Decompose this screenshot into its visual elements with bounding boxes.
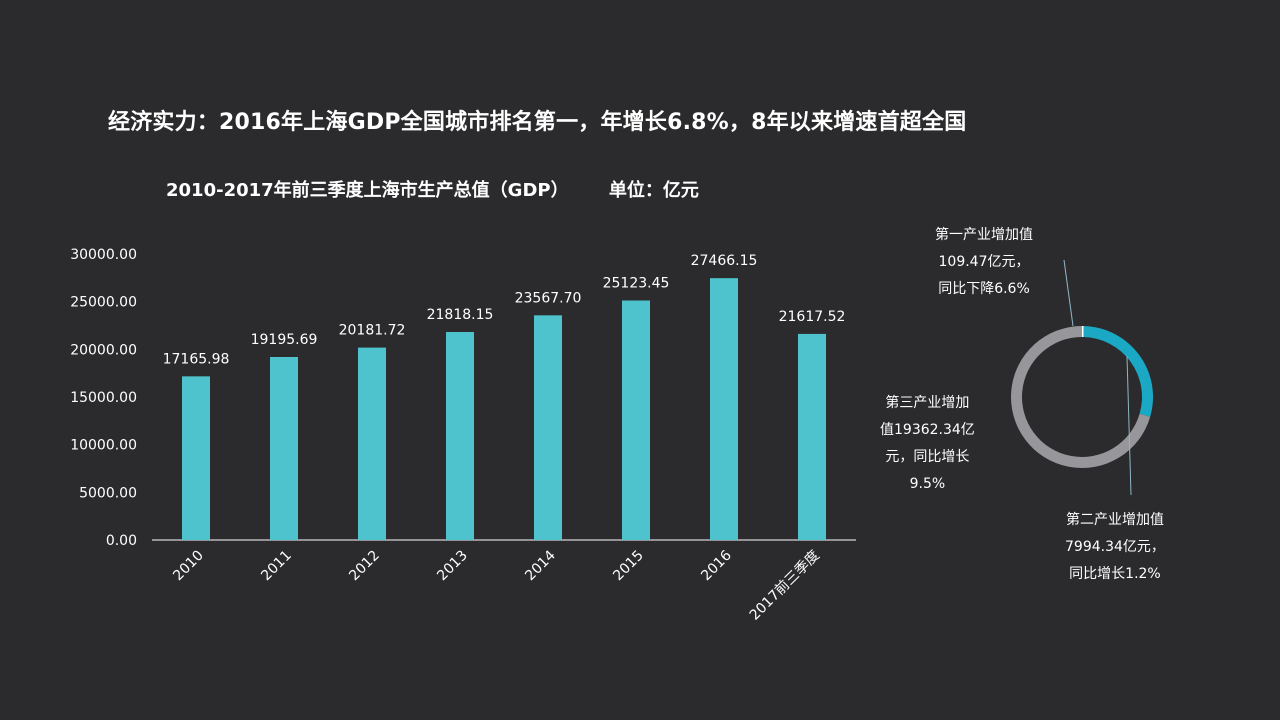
bar-chart-unit: 单位：亿元 <box>608 180 699 201</box>
bar <box>270 357 298 540</box>
bar-value-label: 20181.72 <box>339 323 406 339</box>
y-tick-label: 15000.00 <box>70 390 137 406</box>
y-tick-label: 20000.00 <box>70 342 137 358</box>
x-tick-label: 2013 <box>434 548 471 585</box>
bar-value-label: 25123.45 <box>603 275 670 291</box>
leader-line-primary <box>1063 259 1074 327</box>
x-tick-label: 2010 <box>170 548 207 585</box>
pie-label-line: 第一产业增加值 <box>935 227 1033 243</box>
pie-label-line: 7994.34亿元， <box>1065 539 1165 555</box>
x-tick-label: 2017前三季度 <box>746 547 823 624</box>
bar <box>358 347 386 540</box>
pie-label-line: 元，同比增长 <box>885 449 970 465</box>
bar <box>446 332 474 540</box>
bar-value-label: 19195.69 <box>251 332 318 348</box>
pie-label-line: 值19362.34亿 <box>880 422 975 438</box>
pie-label-primary: 第一产业增加值 109.47亿元， 同比下降6.6% <box>935 222 1033 303</box>
bar <box>534 315 562 540</box>
bar-chart-title-text: 2010-2017年前三季度上海市生产总值（GDP） <box>166 180 569 201</box>
y-tick-label: 30000.00 <box>70 247 137 263</box>
pie-label-line: 第三产业增加 <box>885 395 970 411</box>
bar-value-label: 27466.15 <box>691 253 758 269</box>
pie-label-secondary: 第二产业增加值 7994.34亿元， 同比增长1.2% <box>1065 507 1165 588</box>
pie-label-line: 第二产业增加值 <box>1065 512 1164 528</box>
bar <box>798 333 826 540</box>
x-tick-label: 2011 <box>258 548 295 585</box>
bar-chart-title: 2010-2017年前三季度上海市生产总值（GDP） 单位：亿元 <box>166 176 699 202</box>
leader-line-secondary <box>1126 355 1132 496</box>
y-tick-label: 25000.00 <box>70 295 137 311</box>
bar <box>182 376 210 540</box>
donut-slice <box>1082 326 1084 338</box>
pie-label-tertiary: 第三产业增加 值19362.34亿 元，同比增长 9.5% <box>880 390 975 498</box>
pie-label-line: 9.5% <box>909 476 946 492</box>
bar-value-label: 23567.70 <box>515 290 582 306</box>
bar <box>710 278 738 540</box>
pie-label-line: 同比增长1.2% <box>1069 566 1161 582</box>
bar-value-label: 21617.52 <box>779 309 846 325</box>
slide-title: 经济实力：2016年上海GDP全国城市排名第一，年增长6.8%，8年以来增速首超… <box>108 110 967 135</box>
y-tick-label: 10000.00 <box>70 438 137 454</box>
y-tick-label: 0.00 <box>106 533 137 549</box>
bar-value-label: 17165.98 <box>163 351 230 367</box>
bar <box>622 300 650 540</box>
bar-value-label: 21818.15 <box>427 307 494 323</box>
pie-label-line: 同比下降6.6% <box>938 281 1030 297</box>
donut-slice <box>1083 326 1153 417</box>
x-tick-label: 2014 <box>522 547 559 584</box>
x-tick-label: 2015 <box>610 548 647 585</box>
pie-label-line: 109.47亿元， <box>938 254 1030 270</box>
y-tick-label: 5000.00 <box>79 485 137 501</box>
x-tick-label: 2012 <box>346 548 383 585</box>
x-tick-label: 2016 <box>698 547 735 584</box>
